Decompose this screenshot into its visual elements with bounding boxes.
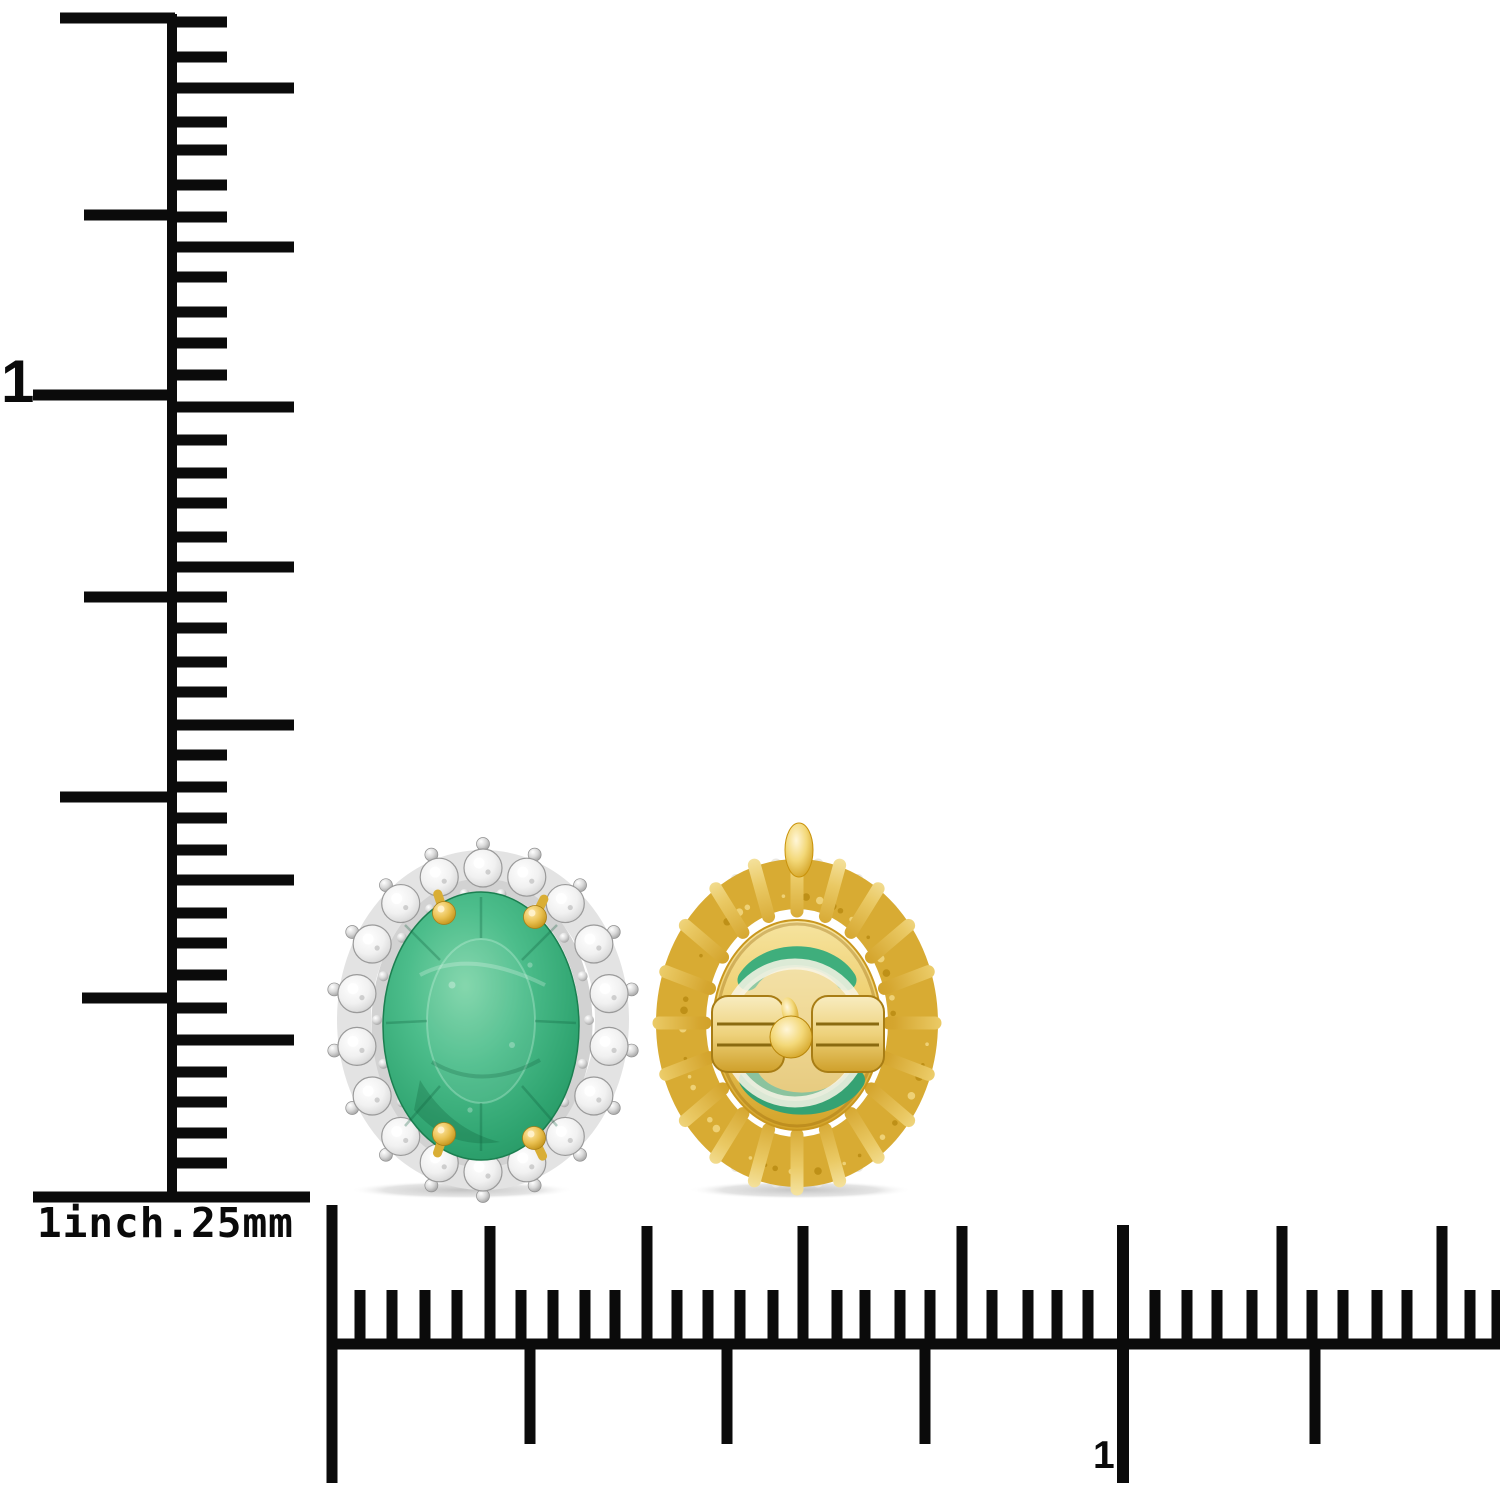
earring-front-view (327, 837, 639, 1203)
scale-caption: 1inch.25mm (37, 1199, 294, 1247)
vertical-ruler-inch-label: 1 (1, 348, 35, 415)
horizontal-ruler (326, 1205, 1500, 1483)
halo-diamonds (337, 848, 629, 1192)
horizontal-ruler-inch-label: 1 (1093, 1434, 1115, 1477)
vertical-ruler (33, 12, 310, 1203)
emerald-facets (385, 897, 577, 1151)
gold-prong-spikes (652, 850, 942, 1196)
gold-prongs (432, 889, 549, 1161)
earring-post-ball (769, 1015, 813, 1059)
earring-back-view (652, 822, 942, 1199)
front-earring-shadow (350, 1181, 574, 1199)
butterfly-clutch (711, 995, 885, 1073)
emerald-gemstone (382, 891, 580, 1161)
post-tip (784, 822, 814, 878)
